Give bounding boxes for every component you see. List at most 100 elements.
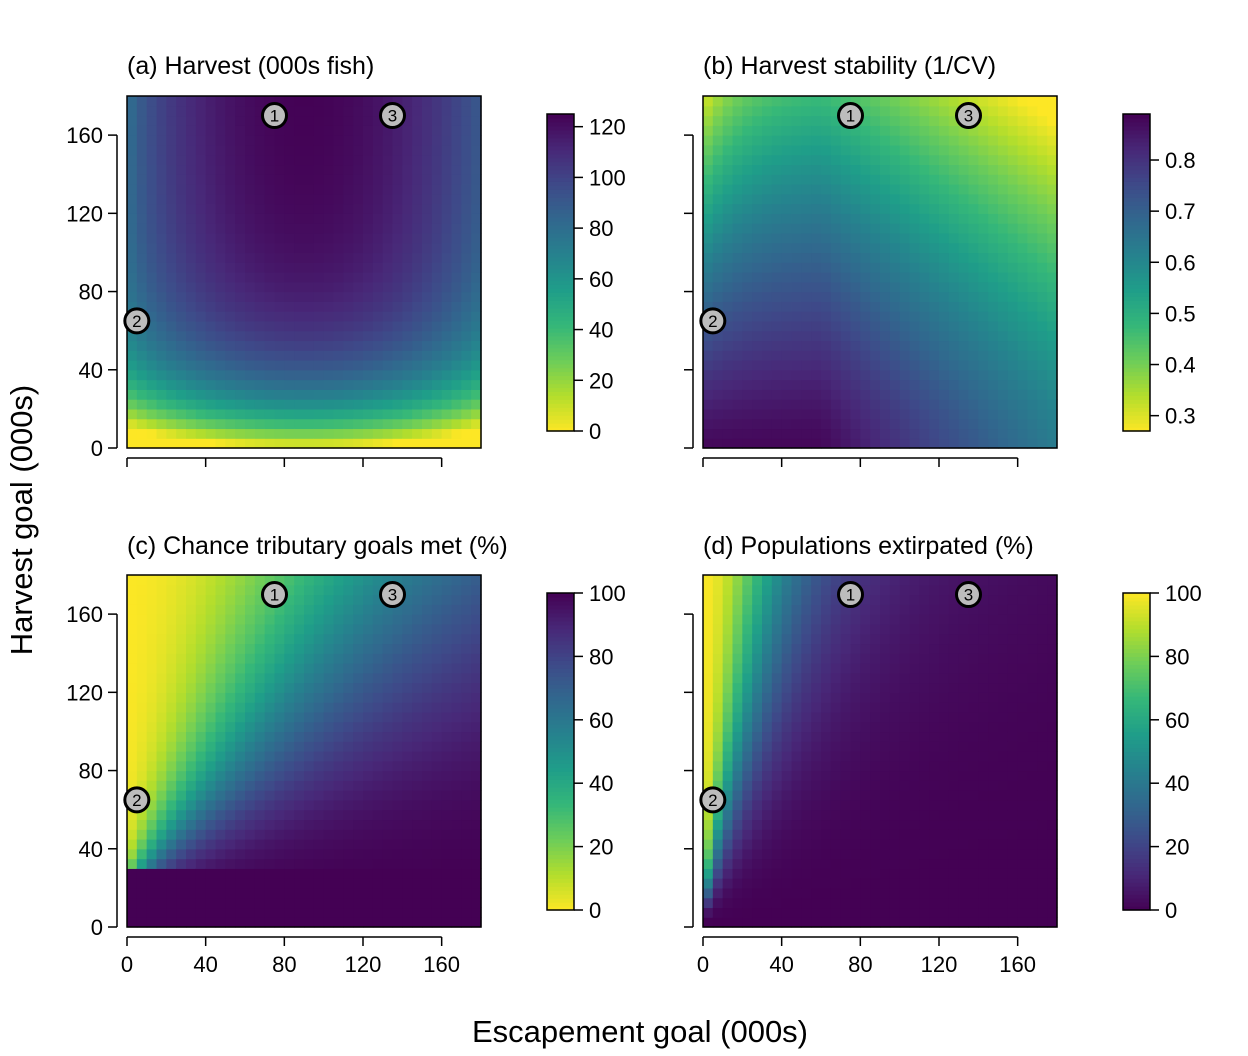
heatmap-cell xyxy=(811,389,822,400)
heatmap-cell xyxy=(235,301,246,312)
heatmap-cell xyxy=(382,858,394,869)
heatmap-cell xyxy=(412,291,423,302)
heatmap-cell xyxy=(998,281,1009,293)
heatmap-cell xyxy=(821,193,832,205)
heatmap-cell xyxy=(146,887,158,899)
heatmap-cell xyxy=(811,203,822,214)
heatmap-cell xyxy=(791,369,802,381)
heatmap-cell xyxy=(245,907,256,918)
heatmap-cell xyxy=(1007,428,1019,439)
heatmap-cell xyxy=(781,897,793,909)
heatmap-cell xyxy=(313,887,325,899)
heatmap-cell xyxy=(1027,399,1038,410)
heatmap-cell xyxy=(1037,164,1048,175)
heatmap-cell xyxy=(742,594,753,605)
heatmap-cell xyxy=(323,96,335,107)
heatmap-cell xyxy=(166,604,177,615)
heatmap-cell xyxy=(441,907,453,918)
heatmap-cell xyxy=(392,320,403,332)
heatmap-cell xyxy=(451,174,462,185)
heatmap-cell xyxy=(703,770,714,781)
heatmap-cell xyxy=(870,887,881,899)
heatmap-cell xyxy=(205,682,217,693)
heatmap-cell xyxy=(451,584,462,596)
heatmap-cell xyxy=(274,897,285,909)
heatmap-cell xyxy=(821,311,832,322)
heatmap-cell xyxy=(235,340,246,351)
heatmap-cell xyxy=(176,389,187,400)
heatmap-cell xyxy=(402,232,413,244)
heatmap-cell xyxy=(195,770,207,781)
heatmap-cell xyxy=(821,340,832,351)
heatmap-cell xyxy=(372,907,384,918)
heatmap-cell xyxy=(195,809,207,821)
heatmap-cell xyxy=(762,311,773,322)
heatmap-cell xyxy=(363,594,374,605)
heatmap-cell xyxy=(880,213,891,224)
heatmap-cell xyxy=(431,399,443,410)
colorbar-swatch xyxy=(1123,181,1150,186)
heatmap-cell xyxy=(742,839,753,850)
heatmap-raster xyxy=(703,575,1058,928)
heatmap-cell xyxy=(235,848,246,860)
colorbar-tick-label: 20 xyxy=(589,835,613,860)
heatmap-cell xyxy=(771,408,783,420)
heatmap-cell xyxy=(811,272,822,283)
heatmap-cell xyxy=(402,780,413,791)
heatmap-cell xyxy=(363,633,374,645)
heatmap-cell xyxy=(1007,301,1019,312)
heatmap-cell xyxy=(323,369,335,381)
heatmap-cell xyxy=(127,682,138,693)
heatmap-cell xyxy=(752,184,763,195)
heatmap-cell xyxy=(225,643,236,654)
heatmap-cell xyxy=(811,408,822,420)
heatmap-cell xyxy=(146,301,158,312)
heatmap-cell xyxy=(471,594,482,605)
heatmap-cell xyxy=(948,184,960,195)
heatmap-cell xyxy=(840,252,852,263)
heatmap-cell xyxy=(402,614,413,625)
heatmap-cell xyxy=(402,360,413,371)
heatmap-cell xyxy=(372,311,384,322)
heatmap-cell xyxy=(762,770,773,781)
heatmap-cell xyxy=(771,125,783,136)
heatmap-cell xyxy=(762,672,773,684)
heatmap-cell xyxy=(294,418,305,430)
heatmap-cell xyxy=(215,311,226,322)
heatmap-cell xyxy=(254,741,266,752)
heatmap-cell xyxy=(235,702,246,713)
heatmap-cell xyxy=(451,692,462,703)
heatmap-cell xyxy=(372,623,384,635)
heatmap-cell xyxy=(264,438,276,449)
heatmap-cell xyxy=(422,858,433,869)
heatmap-cell xyxy=(254,633,266,645)
heatmap-cell xyxy=(343,360,354,371)
heatmap-cell xyxy=(284,653,295,664)
heatmap-cell xyxy=(471,848,482,860)
heatmap-cell xyxy=(781,379,793,390)
heatmap-cell xyxy=(742,174,753,185)
heatmap-cell xyxy=(264,878,276,889)
heatmap-cell xyxy=(431,770,443,781)
heatmap-cell xyxy=(762,614,773,625)
heatmap-cell xyxy=(791,858,802,869)
heatmap-cell xyxy=(850,907,861,918)
heatmap-cell xyxy=(899,272,911,283)
heatmap-cell xyxy=(225,614,236,625)
heatmap-cell xyxy=(363,125,374,136)
heatmap-cell xyxy=(264,770,276,781)
heatmap-cell xyxy=(166,428,177,439)
heatmap-cell xyxy=(372,115,384,126)
heatmap-cell xyxy=(860,692,871,703)
heatmap-cell xyxy=(939,291,950,302)
heatmap-cell xyxy=(274,643,285,654)
heatmap-cell xyxy=(294,770,305,781)
heatmap-cell xyxy=(870,711,881,723)
heatmap-cell xyxy=(274,301,285,312)
heatmap-cell xyxy=(146,379,158,390)
heatmap-cell xyxy=(176,663,187,674)
colorbar-swatch xyxy=(547,133,574,139)
heatmap-cell xyxy=(840,868,852,879)
heatmap-cell xyxy=(811,594,822,605)
heatmap-cell xyxy=(392,291,403,302)
